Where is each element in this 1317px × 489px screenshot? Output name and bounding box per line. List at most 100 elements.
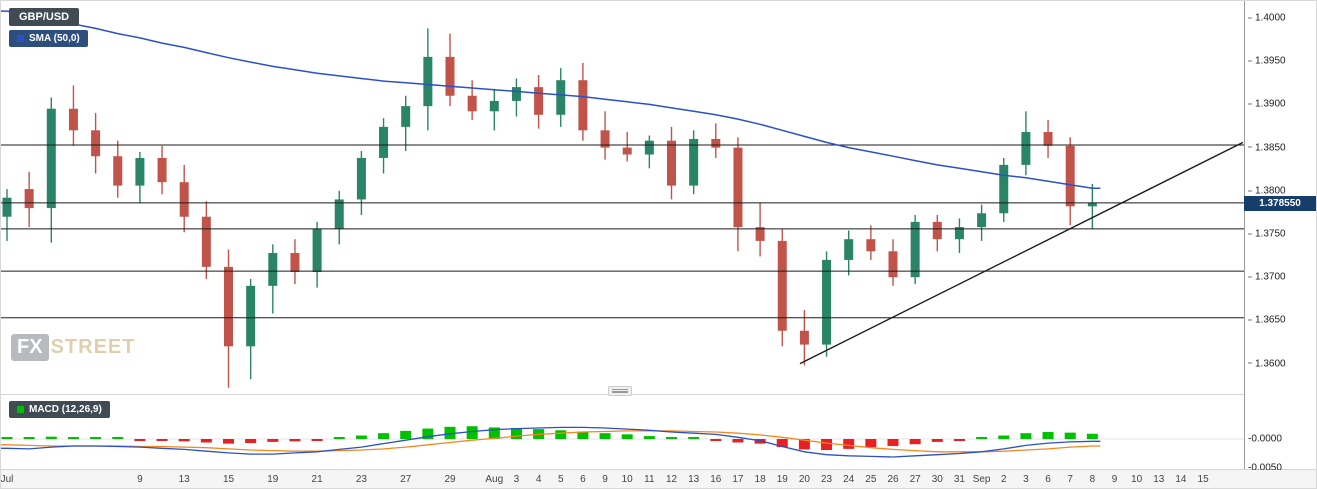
fxstreet-watermark: FX STREET (11, 334, 135, 361)
candle (68, 85, 78, 146)
candle (423, 28, 433, 131)
candle (667, 126, 676, 200)
macd-color-chip (17, 406, 24, 413)
macd-histogram-bar (909, 439, 921, 445)
candle (1021, 111, 1031, 176)
candle (1087, 183, 1097, 229)
macd-histogram-bar (953, 439, 965, 441)
candle (777, 228, 787, 347)
x-axis-label: 14 (1175, 474, 1187, 485)
candle (179, 164, 189, 233)
macd-histogram-bar (422, 428, 434, 439)
x-axis-label: 11 (644, 474, 655, 485)
x-axis-label: 27 (909, 474, 921, 485)
macd-histogram-bar (488, 427, 500, 439)
macd-histogram-bar (200, 439, 212, 443)
x-axis-label: 23 (820, 474, 833, 485)
x-axis-label: 13 (1153, 474, 1165, 485)
macd-main-line (1, 426, 1101, 458)
candle (157, 145, 167, 195)
x-axis-label: 2 (1000, 474, 1007, 485)
macd-histogram-bar (599, 433, 611, 439)
candle (910, 214, 920, 285)
macd-histogram-bar (577, 431, 589, 439)
current-price-badge: 1.378550 (1244, 195, 1316, 211)
ascending-trendline[interactable] (799, 141, 1244, 365)
candle (1065, 137, 1075, 226)
axis-divider (1, 469, 1316, 470)
fxstreet-logo-fx: FX (11, 334, 49, 361)
macd-histogram-bar (643, 436, 655, 439)
candle (24, 171, 34, 228)
macd-histogram-bar (1042, 432, 1054, 439)
x-axis-label: 12 (665, 474, 678, 485)
macd-histogram-bar (776, 439, 788, 448)
time-axis[interactable]: Jul 9 13 15 19 21 23 27 29 Aug 3 4 5 6 9 10 11 12 13 16 17 18… (1, 470, 1316, 488)
macd-histogram-bar (444, 426, 456, 439)
candle (312, 221, 322, 288)
candle (1043, 119, 1053, 158)
candle (201, 201, 211, 279)
price-tick-label: 1.3600 (1248, 358, 1286, 369)
candle (644, 135, 654, 169)
x-axis-label: 9 (602, 474, 608, 485)
candle (578, 62, 588, 141)
candle (844, 230, 854, 276)
macd-indicator-label: MACD (12,26,9) (29, 404, 102, 415)
macd-histogram-bar (400, 430, 412, 439)
price-tick-label: 1.3800 (1248, 185, 1286, 196)
x-axis-label: 4 (535, 474, 542, 485)
x-axis-label: 10 (1131, 474, 1143, 485)
price-tick-label: 1.3950 (1248, 56, 1286, 67)
sma-line[interactable] (1, 10, 1101, 189)
x-axis-label: 29 (444, 474, 456, 485)
price-tick-label: 1.4000 (1248, 13, 1286, 24)
x-axis-label: 19 (267, 474, 279, 485)
panel-resize-grip[interactable] (608, 386, 632, 396)
macd-histogram-bar (67, 437, 79, 439)
macd-histogram-bar (666, 437, 677, 439)
x-axis-label: 16 (710, 474, 722, 485)
candle (556, 68, 566, 127)
price-tick-label: 1.3750 (1248, 229, 1286, 240)
sma-indicator-badge[interactable]: SMA (50,0) (9, 30, 88, 47)
candle (711, 123, 721, 158)
macd-chart[interactable] (1, 395, 1244, 469)
macd-tick-label: -0.0000 (1248, 433, 1282, 445)
macd-histogram-bar (1086, 433, 1098, 439)
macd-histogram-bar (156, 439, 168, 441)
x-axis-label: 3 (513, 474, 520, 485)
candle (334, 190, 344, 245)
macd-histogram-bar (134, 439, 146, 441)
price-axis[interactable]: 1.4000 1.3950 1.3900 1.3850 1.3800 1.3750 1.37… (1244, 1, 1316, 474)
candle (401, 95, 411, 152)
candle (534, 75, 544, 129)
candle (888, 239, 898, 286)
x-axis-label: 25 (865, 474, 877, 485)
candle (356, 151, 366, 215)
macd-histogram-bar (710, 439, 722, 441)
x-axis-label: 23 (355, 474, 367, 485)
candle (954, 218, 964, 254)
panel-divider (1, 394, 1316, 395)
candle (489, 88, 499, 131)
candle (822, 251, 832, 357)
x-axis-label: 20 (798, 474, 810, 485)
macd-histogram-bar (555, 430, 567, 439)
price-tick-label: 1.3900 (1248, 99, 1286, 110)
candle (999, 157, 1009, 222)
x-axis-label: 26 (887, 474, 899, 485)
macd-histogram-bar (267, 439, 279, 442)
macd-histogram-bar (378, 433, 390, 439)
macd-histogram-bar (1064, 432, 1076, 439)
symbol-badge[interactable]: GBP/USD (9, 8, 80, 26)
price-chart[interactable] (1, 1, 1244, 395)
x-axis-label: 17 (732, 474, 744, 485)
candle (224, 249, 233, 388)
x-axis-label: 30 (931, 474, 943, 485)
macd-indicator-badge[interactable]: MACD (12,26,9) (9, 401, 110, 418)
x-axis-label: Aug (485, 474, 504, 485)
x-axis-label: 24 (843, 474, 855, 485)
x-axis-label: 8 (1089, 474, 1096, 485)
sma-indicator-label: SMA (50,0) (29, 33, 80, 44)
